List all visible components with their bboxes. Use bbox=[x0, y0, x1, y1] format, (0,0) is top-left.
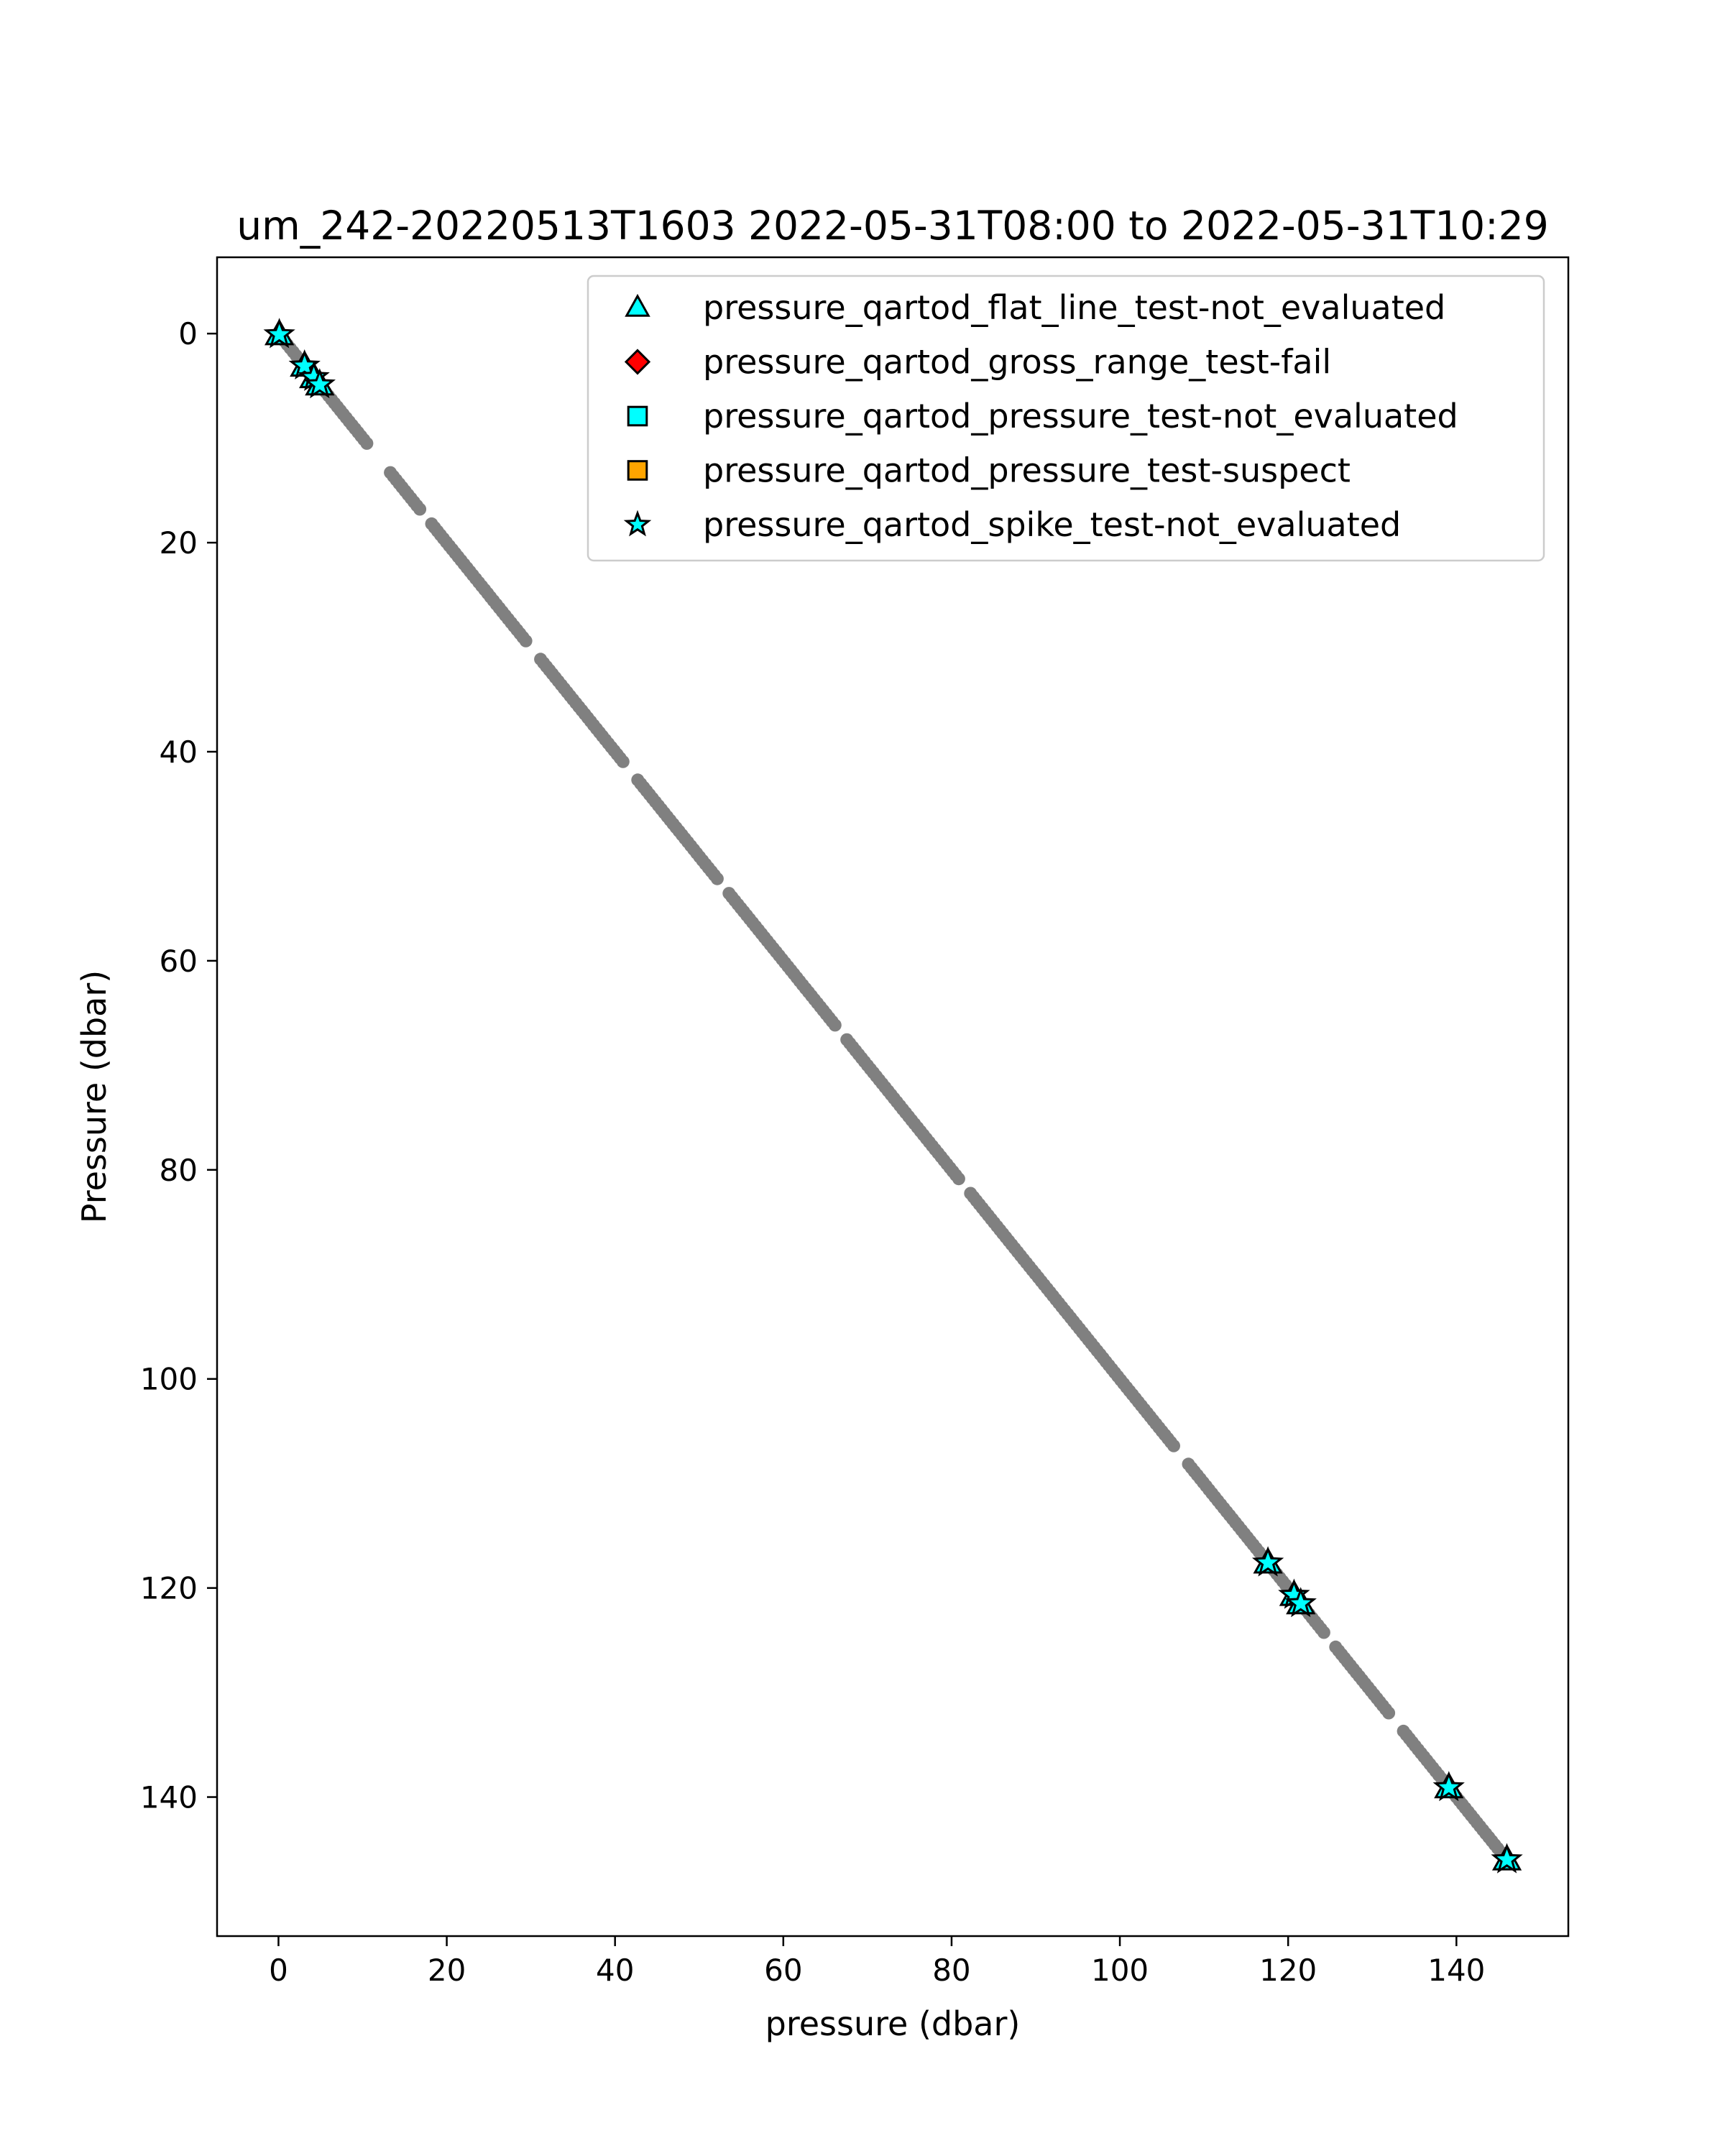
x-tick-label: 40 bbox=[596, 1953, 634, 1988]
x-tick-label: 140 bbox=[1427, 1953, 1485, 1988]
data-point bbox=[828, 1018, 842, 1032]
data-point bbox=[413, 502, 427, 516]
legend-entry-label: pressure_qartod_gross_range_test-fail bbox=[703, 343, 1331, 382]
legend-box bbox=[586, 275, 1545, 562]
x-tick-label: 80 bbox=[932, 1953, 970, 1988]
chart-title: um_242-20220513T1603 2022-05-31T08:00 to… bbox=[236, 203, 1548, 249]
y-tick-label: 80 bbox=[160, 1153, 198, 1188]
star-marker bbox=[1251, 1546, 1284, 1577]
y-tick-label: 0 bbox=[178, 316, 198, 351]
data-point bbox=[1382, 1706, 1396, 1720]
plot-frame bbox=[216, 256, 1570, 1938]
y-tick-label: 20 bbox=[160, 525, 198, 561]
legend: pressure_qartod_flat_line_test-not_evalu… bbox=[586, 275, 1545, 562]
x-tick-label: 20 bbox=[428, 1953, 466, 1988]
star-marker bbox=[263, 318, 295, 349]
data-point bbox=[360, 436, 374, 450]
star-marker bbox=[1491, 1843, 1523, 1874]
star-marker bbox=[1284, 1587, 1317, 1618]
star-marker bbox=[1432, 1771, 1465, 1802]
star-marker bbox=[303, 368, 336, 399]
y-tick-label: 40 bbox=[160, 734, 198, 770]
data-point bbox=[710, 872, 724, 885]
legend-entry-label: pressure_qartod_pressure_test-suspect bbox=[703, 451, 1351, 490]
x-tick-label: 0 bbox=[269, 1953, 288, 1988]
legend-triangle-marker bbox=[625, 293, 650, 317]
legend-entry-label: pressure_qartod_spike_test-not_evaluated bbox=[703, 505, 1401, 544]
x-tick-label: 60 bbox=[764, 1953, 802, 1988]
y-axis-label: Pressure (dbar) bbox=[75, 970, 114, 1223]
data-point bbox=[616, 755, 630, 768]
legend-star-marker bbox=[623, 510, 652, 537]
x-axis: 0 20 40 60 80 100 120 140 bbox=[269, 1936, 1485, 1988]
legend-entry-label: pressure_qartod_flat_line_test-not_evalu… bbox=[703, 288, 1445, 327]
y-tick-label: 140 bbox=[140, 1780, 198, 1815]
x-axis-label: pressure (dbar) bbox=[765, 2004, 1021, 2043]
x-tick-label: 120 bbox=[1259, 1953, 1317, 1988]
data-point bbox=[519, 634, 533, 648]
legend-entry-label: pressure_qartod_pressure_test-not_evalua… bbox=[703, 397, 1458, 436]
y-axis: 0 20 40 60 80 100 120 140 bbox=[140, 316, 217, 1815]
y-tick-label: 60 bbox=[160, 944, 198, 979]
data-point bbox=[952, 1172, 965, 1186]
legend-diamond-marker bbox=[624, 349, 651, 375]
star-marker bbox=[288, 349, 321, 380]
legend-square-marker bbox=[627, 460, 648, 481]
data-point bbox=[1317, 1626, 1330, 1639]
data-point bbox=[1167, 1439, 1180, 1452]
flagged-series bbox=[263, 318, 1523, 1874]
y-tick-label: 100 bbox=[140, 1362, 198, 1397]
x-tick-label: 100 bbox=[1091, 1953, 1149, 1988]
legend-square-marker bbox=[627, 405, 648, 427]
y-tick-label: 120 bbox=[140, 1571, 198, 1606]
